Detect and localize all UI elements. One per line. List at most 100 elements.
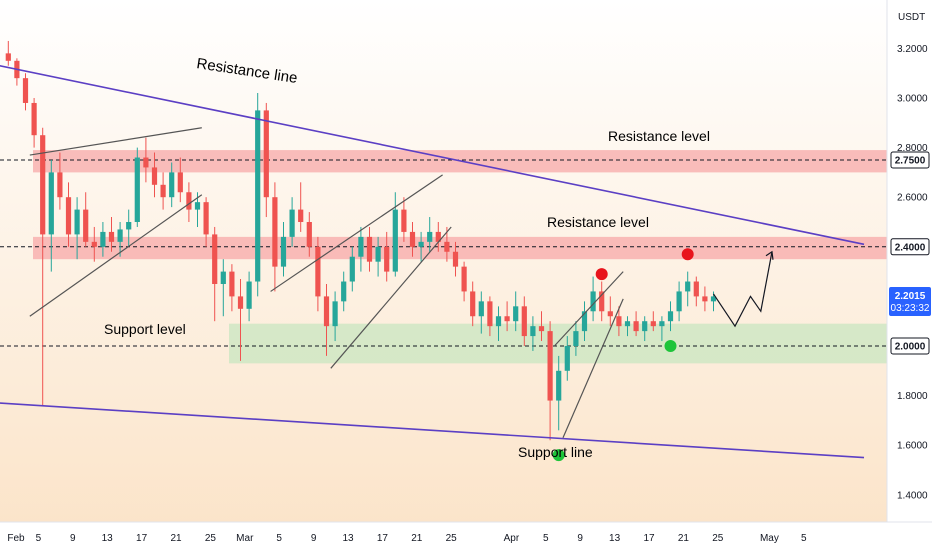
y-tick-label-1: 3.0000 — [897, 94, 928, 105]
candle-body-54 — [470, 291, 476, 317]
candle-body-44 — [384, 246, 390, 272]
x-tick-label-20: 25 — [712, 533, 724, 544]
candle-body-60 — [521, 306, 527, 337]
x-tick-label-9: 9 — [311, 533, 317, 544]
time-axis[interactable]: Feb 5 9 13 17 21 25 Mar 5 9 13 17 21 25 Apr 5 9 13 17 21 25 M… — [0, 521, 932, 550]
candle-body-26 — [229, 271, 235, 297]
candle-body-28 — [246, 281, 252, 309]
time-axis-background — [0, 522, 932, 550]
x-tick-label-21: May — [760, 533, 779, 544]
wedge-2-upper — [270, 174, 443, 292]
candle-body-79 — [685, 281, 691, 292]
markers-layer — [552, 248, 694, 462]
y-tick-label-9: 1.4000 — [897, 490, 928, 501]
candle-body-15 — [134, 157, 140, 222]
wedge-1-lower — [29, 194, 203, 317]
candle-body-47 — [409, 231, 416, 247]
green-marker-3 — [552, 449, 565, 462]
candle-body-57 — [495, 316, 502, 327]
price-axis-background — [887, 0, 932, 550]
candle-body-53 — [461, 266, 467, 292]
x-tick-label-14: Apr — [504, 533, 520, 544]
candle-body-18 — [160, 184, 166, 198]
candle-body-39 — [341, 281, 347, 302]
x-tick-label-22: 5 — [801, 533, 807, 544]
candle-body-49 — [427, 231, 433, 242]
candle-body-41 — [358, 236, 364, 257]
candle-body-33 — [289, 209, 295, 237]
candle-body-70 — [607, 311, 613, 317]
zone-2 — [229, 323, 887, 364]
candle-body-78 — [676, 291, 682, 312]
candle-body-34 — [298, 209, 304, 222]
candle-body-62 — [538, 326, 545, 332]
candle-body-20 — [177, 172, 183, 193]
current-price-text: 2.2015 — [895, 291, 926, 302]
candle-body-19 — [169, 172, 175, 198]
candle-body-48 — [418, 241, 424, 247]
x-tick-label-16: 9 — [577, 533, 583, 544]
candle-body-38 — [332, 301, 338, 327]
candle-body-3 — [31, 102, 37, 136]
candle-body-64 — [556, 370, 562, 401]
x-tick-label-1: 5 — [36, 533, 42, 544]
trendlines-layer — [0, 65, 865, 459]
x-tick-label-10: 13 — [342, 533, 354, 544]
price-badge-1 — [890, 238, 930, 256]
x-tick-label-3: 13 — [102, 533, 114, 544]
candle-body-32 — [280, 236, 287, 267]
price-badge-text-1: 2.4000 — [895, 242, 926, 253]
candle-body-29 — [255, 110, 261, 282]
candle-body-4 — [40, 135, 46, 235]
price-badge-text-2: 2.0000 — [895, 342, 926, 353]
red-marker-0 — [595, 268, 608, 281]
x-tick-label-7: Mar — [236, 533, 254, 544]
wedge-2-lower — [330, 226, 452, 369]
candle-body-2 — [22, 78, 29, 103]
x-tick-label-11: 17 — [377, 533, 389, 544]
resistance-level-lower-label: Resistance level — [547, 214, 649, 230]
green-marker-2 — [664, 340, 677, 352]
candle-body-50 — [435, 231, 441, 242]
candle-body-27 — [237, 296, 244, 309]
candle-body-36 — [315, 246, 321, 297]
candle-body-40 — [349, 256, 355, 282]
x-tick-label-17: 13 — [609, 533, 621, 544]
candle-body-12 — [108, 231, 115, 242]
x-tick-label-12: 21 — [411, 533, 423, 544]
resistance-level-upper-label: Resistance level — [608, 128, 710, 144]
price-badge-0 — [890, 151, 930, 169]
candle-body-66 — [573, 331, 579, 346]
candle-body-30 — [263, 110, 269, 198]
candle-body-61 — [530, 326, 536, 337]
y-tick-label-8: 1.6000 — [897, 441, 928, 452]
currency-label: USDT — [898, 12, 925, 23]
candle-body-55 — [478, 301, 484, 317]
price-axis[interactable]: USDT 3.20003.00002.80002.60002.40002.200… — [886, 0, 932, 550]
zone-1 — [33, 236, 887, 260]
support-line — [0, 402, 865, 459]
candle-body-71 — [616, 316, 622, 327]
candle-body-23 — [203, 202, 209, 235]
projection-path — [713, 251, 773, 328]
candle-body-58 — [504, 316, 510, 322]
candle-body-75 — [650, 321, 656, 327]
y-tick-label-7: 1.8000 — [897, 391, 928, 402]
countdown-text: 03:23:32 — [891, 303, 930, 314]
candle-body-59 — [513, 306, 519, 322]
candle-body-0 — [5, 53, 11, 61]
candle-body-9 — [83, 209, 89, 242]
candle-body-11 — [100, 231, 106, 247]
candle-body-13 — [117, 229, 123, 242]
wedge-3-lower — [562, 298, 624, 438]
candle-body-76 — [659, 321, 665, 327]
candle-body-46 — [401, 209, 407, 232]
candle-body-14 — [126, 222, 132, 230]
support-level-label: Support level — [104, 321, 186, 337]
x-tick-label-15: 5 — [543, 533, 549, 544]
candle-body-22 — [194, 202, 201, 210]
x-tick-label-4: 17 — [136, 533, 148, 544]
x-tick-label-13: 25 — [446, 533, 458, 544]
